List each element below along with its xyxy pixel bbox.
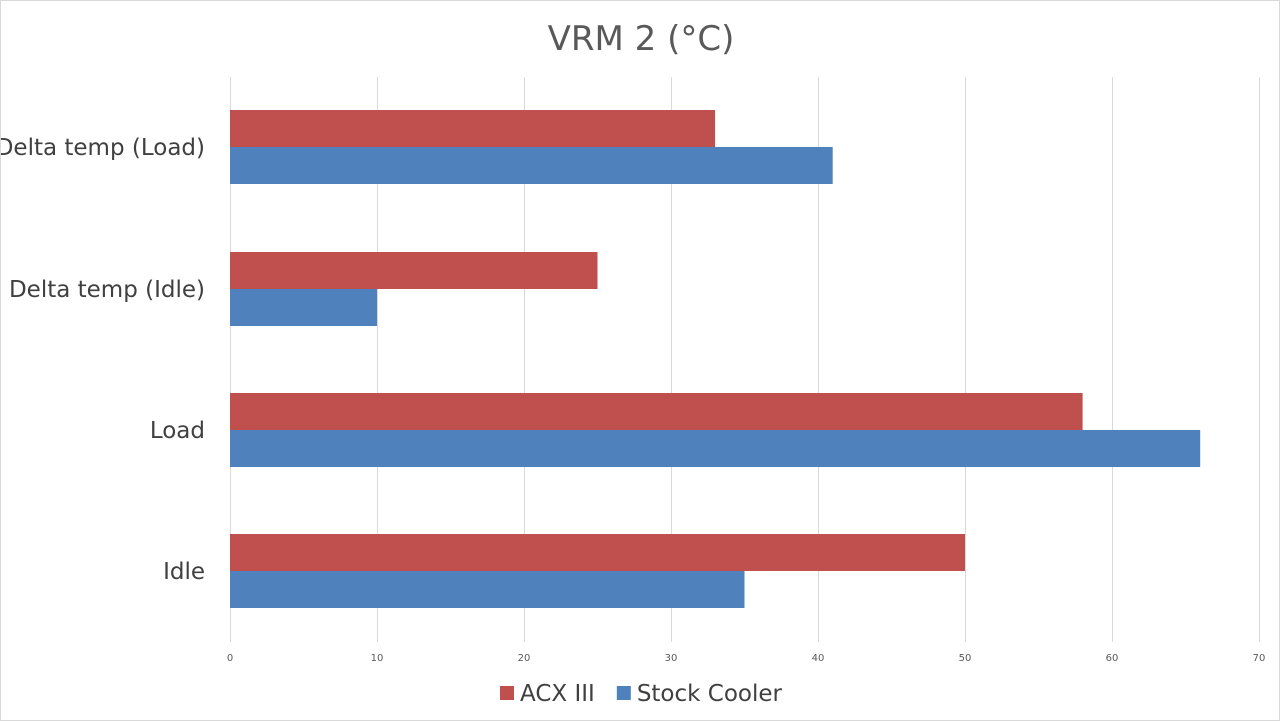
x-tick-label-10: 10 bbox=[371, 653, 384, 664]
category-label-delta-temp-load: Delta temp (Load) bbox=[1, 135, 205, 161]
legend-swatch-acx-iii bbox=[500, 686, 515, 700]
x-tick-label-50: 50 bbox=[959, 653, 972, 664]
category-label-delta-temp-idle: Delta temp (Idle) bbox=[9, 277, 205, 303]
bars bbox=[230, 110, 1201, 608]
bar-acx-iii-delta-temp-idle bbox=[230, 252, 598, 289]
legend-swatch-stock-cooler bbox=[616, 686, 631, 700]
legend-label-acx-iii: ACX III bbox=[520, 681, 595, 707]
category-label-idle: Idle bbox=[163, 559, 205, 585]
x-tick-labels: 0 10 20 30 40 50 60 70 bbox=[227, 653, 1266, 664]
x-tick-label-20: 20 bbox=[518, 653, 531, 664]
x-tick-label-30: 30 bbox=[665, 653, 678, 664]
x-tick-label-70: 70 bbox=[1253, 653, 1266, 664]
bar-acx-iii-delta-temp-load bbox=[230, 110, 716, 147]
bar-acx-iii-load bbox=[230, 393, 1083, 430]
bar-stock-cooler-delta-temp-load bbox=[230, 147, 833, 184]
chart-title: VRM 2 (°C) bbox=[548, 19, 735, 59]
bar-stock-cooler-delta-temp-idle bbox=[230, 289, 377, 326]
bar-stock-cooler-load bbox=[230, 430, 1201, 467]
x-tick-label-0: 0 bbox=[227, 653, 233, 664]
category-label-load: Load bbox=[150, 418, 205, 444]
x-tick-label-40: 40 bbox=[812, 653, 825, 664]
bar-acx-iii-idle bbox=[230, 534, 965, 571]
legend-label-stock-cooler: Stock Cooler bbox=[637, 681, 783, 707]
category-labels: Idle Load Delta temp (Idle) Delta temp (Loa… bbox=[1, 135, 205, 585]
bar-stock-cooler-idle bbox=[230, 571, 745, 608]
legend: ACX III Stock Cooler bbox=[500, 681, 783, 707]
x-tick-label-60: 60 bbox=[1106, 653, 1119, 664]
